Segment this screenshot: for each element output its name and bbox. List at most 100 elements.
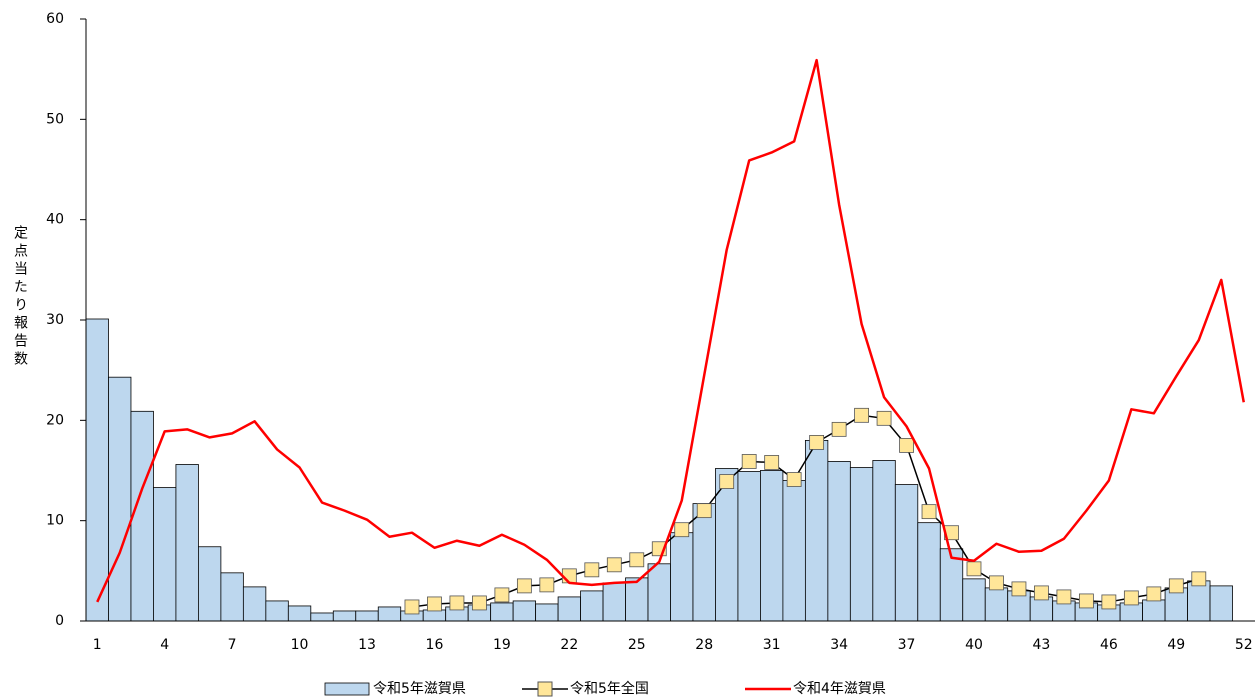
x-tick-label: 13 bbox=[358, 637, 376, 653]
x-tick-label: 10 bbox=[291, 637, 309, 653]
bar bbox=[512, 600, 537, 622]
y-tick-label: 30 bbox=[46, 312, 64, 328]
marker bbox=[876, 410, 892, 426]
marker bbox=[786, 472, 802, 487]
bar bbox=[1119, 602, 1143, 622]
marker bbox=[1011, 581, 1027, 597]
x-tick-label: 1 bbox=[93, 637, 102, 653]
marker bbox=[674, 522, 690, 538]
legend-marker bbox=[537, 681, 553, 697]
bar bbox=[535, 603, 559, 622]
bar bbox=[265, 600, 289, 622]
bar bbox=[332, 610, 357, 622]
bar bbox=[490, 602, 514, 622]
bar bbox=[310, 612, 334, 622]
legend-label: 令和5年滋賀県 bbox=[373, 681, 466, 697]
bar bbox=[670, 532, 694, 622]
bar bbox=[220, 572, 244, 622]
y-tick-label: 60 bbox=[46, 11, 64, 27]
marker bbox=[1078, 593, 1094, 609]
marker bbox=[1146, 586, 1162, 602]
marker bbox=[539, 577, 555, 593]
bar bbox=[422, 609, 447, 622]
y-tick-label: 10 bbox=[46, 513, 64, 529]
bar bbox=[962, 578, 986, 622]
bar bbox=[692, 503, 716, 622]
legend-swatch bbox=[324, 682, 370, 696]
bar bbox=[355, 610, 379, 622]
bar bbox=[85, 318, 109, 622]
bar bbox=[917, 522, 941, 622]
line bbox=[96, 58, 1245, 603]
marker bbox=[1123, 590, 1139, 606]
bar bbox=[287, 605, 312, 622]
legend-label: 令和5年全国 bbox=[570, 680, 649, 697]
marker bbox=[561, 568, 577, 584]
y-tick-label: 0 bbox=[55, 613, 64, 629]
x-tick-label: 46 bbox=[1100, 637, 1118, 653]
x-tick-label: 25 bbox=[628, 637, 646, 653]
bar bbox=[804, 439, 829, 622]
bar bbox=[153, 487, 177, 622]
y-axis-label: 定点当たり報告数 bbox=[12, 225, 28, 369]
marker bbox=[606, 557, 622, 573]
marker bbox=[449, 595, 465, 611]
x-tick-label: 52 bbox=[1235, 637, 1253, 653]
marker bbox=[854, 407, 869, 423]
marker bbox=[966, 561, 982, 577]
bar bbox=[198, 546, 222, 622]
bar bbox=[827, 461, 851, 622]
bar bbox=[782, 480, 806, 622]
marker bbox=[899, 438, 914, 453]
x-tick-label: 19 bbox=[493, 637, 511, 653]
marker bbox=[427, 596, 442, 612]
x-tick-label: 40 bbox=[965, 637, 983, 653]
marker bbox=[1101, 594, 1117, 610]
bar bbox=[130, 410, 154, 622]
bar bbox=[1029, 596, 1054, 622]
x-tick-label: 43 bbox=[1033, 637, 1051, 653]
marker bbox=[809, 435, 825, 450]
bar bbox=[760, 470, 784, 622]
x-tick-label: 49 bbox=[1167, 637, 1185, 653]
bar bbox=[242, 586, 267, 622]
marker bbox=[921, 504, 937, 520]
marker bbox=[494, 587, 510, 603]
x-tick-label: 4 bbox=[160, 637, 169, 653]
marker bbox=[1168, 578, 1184, 594]
legend-label: 令和4年滋賀県 bbox=[793, 681, 886, 697]
marker bbox=[696, 503, 712, 519]
x-tick-label: 22 bbox=[560, 637, 578, 653]
marker bbox=[516, 578, 532, 594]
marker bbox=[629, 552, 645, 568]
marker bbox=[1034, 585, 1049, 601]
marker bbox=[719, 474, 735, 489]
bar bbox=[647, 563, 671, 622]
x-tick-label: 28 bbox=[695, 637, 713, 653]
bar bbox=[175, 464, 199, 622]
y-tick-label: 40 bbox=[46, 212, 64, 228]
bar bbox=[557, 596, 581, 622]
y-tick-label: 20 bbox=[46, 412, 64, 428]
x-tick-label: 16 bbox=[426, 637, 444, 653]
bar bbox=[984, 587, 1009, 622]
marker bbox=[404, 599, 420, 615]
bar bbox=[602, 582, 626, 622]
bar bbox=[1209, 585, 1233, 622]
bar bbox=[1187, 580, 1211, 622]
marker bbox=[831, 421, 847, 437]
x-tick-label: 31 bbox=[763, 637, 781, 653]
bar bbox=[849, 467, 874, 622]
bar bbox=[894, 484, 919, 622]
marker bbox=[764, 455, 780, 470]
marker bbox=[1056, 589, 1072, 605]
bar bbox=[737, 471, 761, 622]
y-tick-label: 50 bbox=[46, 111, 64, 127]
bar bbox=[377, 606, 402, 622]
marker bbox=[472, 595, 487, 611]
marker bbox=[989, 575, 1004, 591]
bar bbox=[580, 590, 604, 622]
bar bbox=[625, 577, 649, 622]
bar bbox=[872, 460, 896, 622]
x-tick-label: 7 bbox=[228, 637, 237, 653]
